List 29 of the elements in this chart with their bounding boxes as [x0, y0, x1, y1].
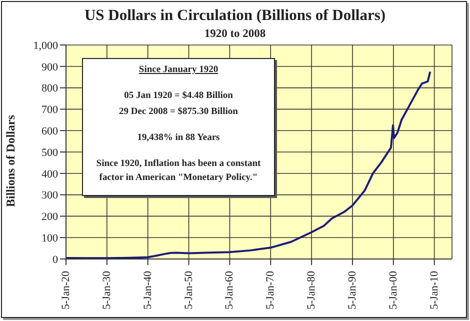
y-tick-label: 600	[42, 126, 58, 138]
chart-subtitle: 1920 to 2008	[203, 28, 267, 40]
y-tick-label: 400	[42, 168, 58, 180]
x-tick-label: 5-Jan-70	[264, 270, 277, 310]
y-tick-label: 900	[42, 61, 58, 74]
x-tick-label: 5-Jan-90	[346, 270, 358, 310]
annotation: 29 Dec 2008 = $875.30 Billion	[118, 106, 239, 119]
x-tick-label: 5-Jan-30	[100, 270, 113, 310]
x-tick-label: 5-Jan-60	[224, 270, 236, 310]
x-tick-label: 5-Jan-40	[142, 270, 154, 310]
y-tick-label: 800	[42, 82, 58, 95]
y-axis-title: Billions of Dollars	[3, 114, 18, 207]
annotation: 19,438% in 88 Years	[136, 132, 221, 145]
y-tick-label: 0	[52, 254, 58, 266]
y-tick-label: 300	[42, 190, 58, 202]
x-tick-label: 5-Jan-50	[182, 270, 195, 310]
annotation: 05 Jan 1920 = $4.48 Billion	[123, 90, 234, 103]
x-tick-label: 5-Jan-00	[387, 270, 400, 310]
y-tick-label: 500	[42, 146, 58, 159]
y-tick-label: 1,000	[33, 40, 58, 52]
y-tick-label: 100	[42, 232, 58, 245]
chart-title: US Dollars in Circulation (Billions of Dollars)	[83, 7, 387, 25]
x-tick-label: 5-Jan-10	[428, 270, 440, 310]
x-tick-label: 5-Jan-80	[306, 270, 318, 310]
y-tick-label: 700	[42, 104, 58, 116]
annotation: Since 1920, Inflation has been a constant factor in American "Monetary Policy."	[95, 158, 262, 185]
x-tick-label: 5-Jan-20	[60, 270, 72, 310]
y-tick-label: 200	[42, 211, 58, 224]
annotation: Since January 1920	[138, 64, 220, 77]
